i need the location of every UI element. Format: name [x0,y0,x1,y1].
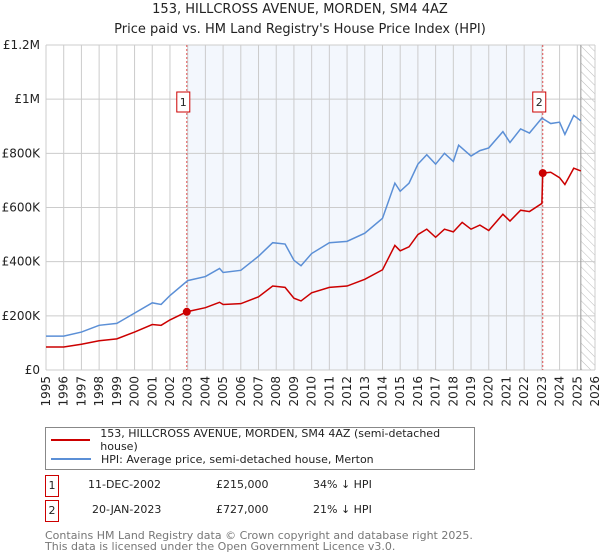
sale-badge: 2 [45,500,59,522]
x-tick-label: 2019 [464,376,478,407]
x-tick-label: 2015 [393,376,407,407]
y-tick-label: £200K [2,309,42,323]
sale-point [182,307,191,316]
sale-badge: 1 [45,475,59,497]
legend-swatch-blue [51,458,91,460]
x-tick-label: 2006 [234,376,248,407]
x-tick-label: 2003 [181,376,195,407]
sale-date: 11-DEC-2002 [88,478,162,491]
sale-point [538,169,547,178]
x-tick-label: 2023 [535,376,549,407]
y-tick-label: £600K [2,201,42,215]
x-tick-label: 2022 [517,376,531,407]
footer: Contains HM Land Registry data © Crown c… [45,530,473,552]
sale-marker-box [532,91,547,113]
x-tick-label: 1998 [92,376,106,407]
x-tick-label: 2026 [588,376,600,407]
price-chart: 1995 1996 1997 1998 1999 2000 2001 2002 2003 2004… [2,38,600,407]
x-tick-label: 2018 [446,376,460,407]
x-tick-label: 1999 [110,376,124,407]
chart-title: 153, HILLCROSS AVENUE, MORDEN, SM4 4AZ [152,2,448,17]
footer-copyright: Contains HM Land Registry data © Crown c… [45,529,473,542]
legend-item-property: 153, HILLCROSS AVENUE, MORDEN, SM4 4AZ (… [46,427,474,453]
sale-marker-box [176,91,191,113]
x-tick-label: 2020 [482,376,496,407]
x-tick-label: 2007 [252,376,266,407]
legend: 153, HILLCROSS AVENUE, MORDEN, SM4 4AZ (… [45,427,475,470]
y-tick-label: £400K [2,255,42,269]
sale-price: £215,000 [216,478,269,491]
legend-label: 153, HILLCROSS AVENUE, MORDEN, SM4 4AZ (… [100,427,441,453]
x-tick-label: 2008 [269,376,283,407]
chart-subtitle: Price paid vs. HM Land Registry's House … [114,22,486,37]
table-row: 1 11-DEC-2002 £215,000 34% ↓ HPI [45,475,445,497]
x-tick-label: 2005 [216,376,230,407]
y-tick-label: £1.2M [3,38,40,52]
x-tick-label: 2000 [128,376,142,407]
legend-item-hpi: HPI: Average price, semi-detached house,… [46,450,374,468]
x-tick-label: 2009 [287,376,301,407]
x-tick-label: 2004 [198,376,212,407]
legend-label: HPI: Average price, semi-detached house,… [101,452,374,466]
hpi-line [46,114,582,337]
x-tick-label: 1997 [74,376,88,407]
property-price-line [46,167,582,348]
y-tick-label: £800K [2,146,42,160]
x-tick-label: 2010 [305,376,319,407]
sale-hpi-diff: 21% ↓ HPI [313,503,372,516]
sale-price: £727,000 [216,503,269,516]
legend-swatch-red [51,439,91,441]
footer-licence: This data is licensed under the Open Gov… [45,540,396,553]
x-tick-label: 2025 [570,376,584,407]
x-tick-label: 1996 [57,376,71,407]
sale-marker-label: 1 [180,96,187,109]
x-tick-label: 2024 [553,376,567,407]
x-tick-label: 2013 [358,376,372,407]
x-tick-label: 2021 [499,376,513,407]
x-tick-label: 2017 [429,376,443,407]
x-tick-label: 2001 [145,376,159,407]
sale-marker-label: 2 [536,96,543,109]
x-tick-label: 1995 [39,376,53,407]
x-tick-label: 2016 [411,376,425,407]
y-tick-label: £0 [25,363,40,377]
x-tick-label: 2012 [340,376,354,407]
x-tick-label: 2011 [322,376,336,407]
sale-date: 20-JAN-2023 [92,503,162,516]
x-tick-label: 2002 [163,376,177,407]
y-tick-label: £1M [14,92,40,106]
sale-hpi-diff: 34% ↓ HPI [313,478,372,491]
table-row: 2 20-JAN-2023 £727,000 21% ↓ HPI [45,500,445,522]
x-tick-label: 2014 [375,376,389,407]
